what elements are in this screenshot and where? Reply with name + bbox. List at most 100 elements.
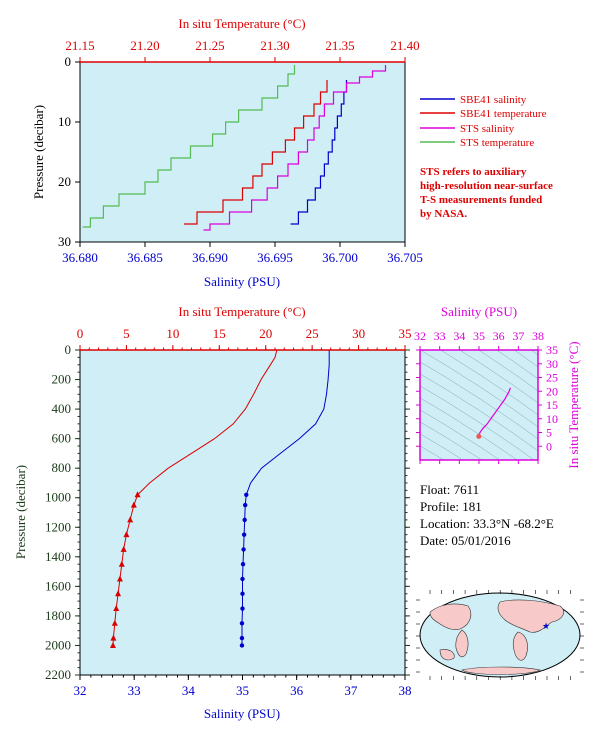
x2-tick-label: 20	[259, 326, 272, 341]
float-location-marker: ★	[542, 621, 550, 631]
density-contour	[420, 350, 538, 428]
y-tick-label: 1200	[45, 519, 71, 534]
ts-x-tick-label: 32	[414, 329, 426, 343]
x-tick-label: 34	[182, 683, 196, 698]
main-series-group	[109, 350, 330, 648]
y-tick-label: 200	[52, 372, 72, 387]
x-tick-label: 36.680	[62, 250, 98, 265]
map-landmass	[497, 599, 564, 633]
float-date: Date: 05/01/2016	[420, 533, 511, 548]
note-line-3: T-S measurements funded	[420, 194, 542, 206]
top-plot-area	[80, 62, 405, 242]
marker-salinity	[243, 502, 248, 508]
ts-x-tick-label: 37	[512, 329, 524, 343]
x2-tick-label: 21.15	[65, 38, 94, 53]
density-contour	[420, 409, 501, 460]
series-line-sts-temperature	[82, 65, 296, 228]
x-tick-label: 36.705	[387, 250, 423, 265]
main-panel: 32 33 34 35 36 37 38 0 5 10 15 20 25 30 35 0 200 400 600 80…	[13, 304, 412, 721]
x-tick-label: 36.685	[127, 250, 163, 265]
ts-salinity-axis-title: Salinity (PSU)	[441, 304, 517, 319]
top-pressure-axis-title: Pressure (decibar)	[31, 105, 46, 199]
marker-salinity	[244, 492, 249, 497]
y-tick-label: 400	[52, 401, 72, 416]
ts-y-tick-label: 5	[546, 426, 552, 440]
x2-tick-label: 21.35	[325, 38, 354, 53]
map-landmass	[461, 666, 541, 675]
top-temp-axis-title: In situ Temperature (°C)	[178, 16, 305, 31]
map-landmass	[455, 629, 469, 658]
x-tick-label: 33	[128, 683, 141, 698]
ts-y-tick-label: 20	[546, 384, 558, 398]
note-line-2: high-resolution near-surface	[420, 180, 553, 192]
x-tick-label: 32	[74, 683, 87, 698]
marker-temperature	[115, 590, 122, 597]
float-info: Float: 7611 Profile: 181 Location: 33.3°…	[420, 481, 554, 549]
legend-label-sts-temperature: STS temperature	[460, 137, 534, 149]
sts-note: STS refers to auxiliary high-resolution …	[420, 166, 553, 220]
ts-series-group	[476, 387, 512, 439]
marker-salinity	[239, 621, 245, 626]
x2-tick-label: 0	[77, 326, 84, 341]
x2-tick-label: 21.30	[260, 38, 289, 53]
density-contour	[420, 373, 538, 452]
main-pressure-axis-title: Pressure (decibar)	[13, 465, 28, 559]
ts-x-tick-label: 33	[434, 329, 446, 343]
x-tick-label: 38	[399, 683, 412, 698]
density-contour	[440, 350, 538, 416]
x-tick-label: 36	[290, 683, 304, 698]
x2-tick-label: 30	[352, 326, 365, 341]
map-landmass	[512, 631, 528, 661]
ts-y-tick-label: 0	[546, 439, 552, 453]
float-profile: Profile: 181	[420, 499, 482, 514]
marker-temperature	[130, 501, 137, 508]
top-salinity-axis-title: Salinity (PSU)	[204, 274, 280, 289]
ts-curve	[478, 387, 512, 437]
y-tick-label: 800	[52, 460, 72, 475]
legend-label-sts-salinity: STS salinity	[460, 123, 515, 135]
y-tick-label: 0	[65, 342, 72, 357]
marker-temperature	[127, 516, 134, 523]
world-map: ★	[416, 590, 584, 680]
y-tick-label: 10	[58, 114, 71, 129]
y-tick-label: 1600	[45, 578, 71, 593]
ts-x-tick-label: 38	[532, 329, 544, 343]
marker-salinity	[241, 532, 247, 537]
density-contour	[459, 350, 538, 404]
legend-label-sbe41-temperature: SBE41 temperature	[460, 108, 547, 120]
map-landmass	[429, 603, 472, 630]
top-panel: 36.680 36.685 36.690 36.695 36.700 36.705 21.1…	[31, 16, 553, 289]
density-contour	[410, 248, 548, 338]
series-line-sbe41-temperature	[184, 80, 328, 225]
density-contour	[420, 421, 483, 460]
map-landmass	[439, 649, 455, 661]
marker-salinity	[241, 547, 246, 552]
marker-salinity	[239, 643, 245, 648]
y-tick-label: 1400	[45, 549, 71, 564]
x2-tick-label: 21.25	[195, 38, 224, 53]
density-contour	[420, 433, 464, 460]
legend-label-sbe41-salinity: SBE41 salinity	[460, 94, 527, 106]
y-tick-label: 1800	[45, 608, 71, 623]
ts-y-tick-label: 15	[546, 398, 558, 412]
series-line-sbe41-salinity	[290, 80, 348, 225]
marker-temperature	[134, 491, 141, 498]
ts-density-contours	[410, 248, 548, 460]
ts-x-tick-label: 36	[493, 329, 505, 343]
ts-deep-cluster	[476, 433, 482, 439]
y-tick-label: 2200	[45, 667, 71, 682]
density-contour	[420, 445, 445, 460]
map-frame-ticks	[416, 590, 584, 680]
marker-salinity	[242, 517, 247, 523]
x-tick-label: 37	[344, 683, 358, 698]
ts-y-tick-label: 30	[546, 357, 558, 371]
y-tick-label: 30	[58, 234, 71, 249]
density-contour	[513, 350, 538, 368]
x-tick-label: 35	[236, 683, 249, 698]
ts-plot-area	[420, 350, 538, 460]
marker-temperature	[116, 575, 123, 582]
marker-temperature	[118, 560, 125, 567]
main-ticks: 32 33 34 35 36 37 38 0 5 10 15 20 25 30 35 0 200 400 600 80…	[45, 326, 412, 698]
